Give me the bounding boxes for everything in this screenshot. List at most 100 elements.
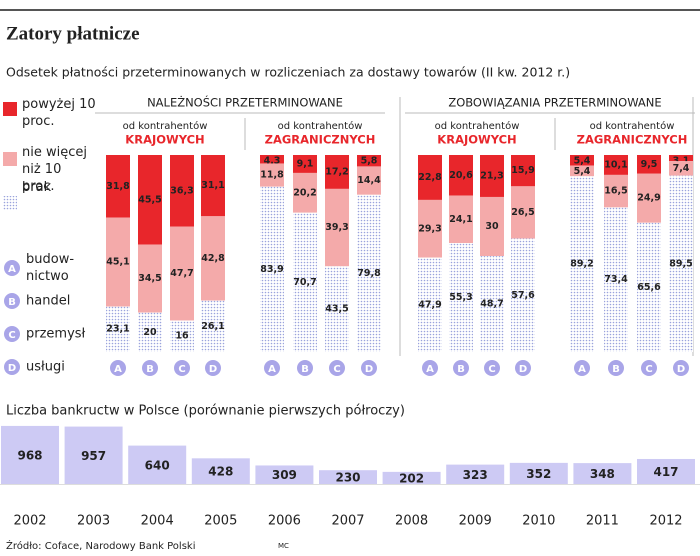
value-label: 24,9: [637, 193, 660, 204]
x-tick-label: 2011: [586, 514, 619, 529]
bar-segment: [201, 155, 225, 217]
value-label: 968: [17, 448, 42, 462]
category-badge: [142, 360, 158, 376]
value-label: 348: [590, 467, 615, 481]
legend-label: powyżej 10 proc.: [22, 97, 96, 129]
category-badge: [264, 360, 280, 376]
category-badge: [453, 360, 469, 376]
value-label: 20,2: [293, 187, 316, 198]
category-badge: [361, 360, 377, 376]
value-label: 34,5: [138, 273, 161, 284]
subgroup-prefix: od kontrahentów: [590, 120, 675, 132]
bar-segment: [138, 312, 162, 352]
subgroup-label: KRAJOWYCH: [437, 133, 516, 147]
bar-segment: [357, 166, 381, 195]
category-badge: [641, 360, 657, 376]
value-label: 3,1: [673, 156, 690, 167]
bar-segment: [260, 186, 284, 352]
value-label: 43,5: [325, 304, 348, 315]
bar-segment: [480, 196, 504, 257]
bar-segment: [570, 165, 594, 177]
bar-segment: [357, 155, 381, 167]
bar: [509, 462, 568, 484]
bar-segment: [480, 256, 504, 352]
value-label: 55,3: [449, 292, 472, 303]
x-tick-label: 2006: [268, 514, 301, 529]
bar-segment: [260, 155, 284, 164]
bar-segment: [637, 222, 661, 352]
category-label: A: [268, 364, 276, 375]
category-badge: [484, 360, 500, 376]
bar-segment: [570, 176, 594, 352]
category-badge: [515, 360, 531, 376]
value-label: 9,5: [641, 159, 658, 170]
legend-label: nictwo: [26, 269, 69, 284]
bar-segment: [325, 188, 349, 267]
value-label: 83,9: [260, 264, 283, 275]
category-label: C: [178, 364, 185, 375]
credit: MC: [278, 542, 289, 550]
category-badge: [297, 360, 313, 376]
subgroup-prefix: od kontrahentów: [278, 120, 363, 132]
value-label: 42,8: [201, 253, 225, 264]
bar-segment: [511, 155, 535, 187]
value-label: 31,8: [106, 181, 130, 192]
bar-segment: [357, 194, 381, 352]
x-tick-label: 2004: [141, 514, 174, 529]
bar: [637, 458, 695, 484]
value-label: 22,8: [418, 172, 442, 183]
bar-segment: [511, 186, 535, 239]
subgroup-label: ZAGRANICZNYCH: [265, 133, 376, 147]
x-tick-label: 2003: [77, 514, 110, 529]
value-label: 89,5: [669, 258, 692, 269]
category-label: C: [645, 364, 652, 375]
bar-segment: [201, 216, 225, 301]
value-label: 7,4: [673, 163, 690, 174]
bar: [1, 425, 59, 484]
legend-swatch: [3, 102, 17, 116]
x-tick-label: 2012: [649, 514, 682, 529]
value-label: 89,2: [570, 259, 593, 270]
value-label: 428: [208, 465, 233, 479]
bar-segment: [449, 195, 473, 244]
value-label: 11,8: [260, 170, 284, 181]
category-label: D: [365, 364, 373, 375]
category-label: D: [519, 364, 527, 375]
category-label: D: [677, 364, 685, 375]
bar-segment: [418, 257, 442, 352]
bar-segment: [604, 174, 628, 208]
category-label: B: [457, 364, 465, 375]
value-label: 640: [145, 458, 170, 472]
value-label: 65,6: [637, 282, 661, 293]
subgroup-prefix: od kontrahentów: [123, 120, 208, 132]
bar: [319, 470, 377, 484]
bar-segment: [106, 217, 130, 307]
value-label: 23,1: [106, 324, 129, 335]
value-label: 45,5: [138, 194, 161, 205]
bar-segment: [604, 155, 628, 175]
bar-segment: [669, 161, 693, 176]
legend-letter: C: [8, 330, 15, 341]
value-label: 47,9: [418, 299, 441, 310]
value-label: 10,1: [604, 159, 627, 170]
category-label: D: [209, 364, 217, 375]
category-label: C: [488, 364, 495, 375]
group-label: NALEŻNOŚCI PRZETERMINOWANE: [147, 95, 343, 110]
value-label: 79,8: [357, 268, 381, 279]
category-label: A: [114, 364, 122, 375]
bar-segment: [293, 172, 317, 213]
bar-segment: [170, 226, 194, 321]
value-label: 17,2: [325, 166, 348, 177]
value-label: 36,3: [170, 185, 193, 196]
bar-segment: [325, 266, 349, 352]
value-label: 73,4: [604, 274, 628, 285]
category-badge: [174, 360, 190, 376]
bar-segment: [669, 175, 693, 352]
value-label: 20: [143, 327, 157, 338]
bar-segment: [637, 155, 661, 174]
category-badge: [329, 360, 345, 376]
category-badge: [422, 360, 438, 376]
value-label: 20,6: [449, 170, 473, 181]
category-badge: [673, 360, 689, 376]
